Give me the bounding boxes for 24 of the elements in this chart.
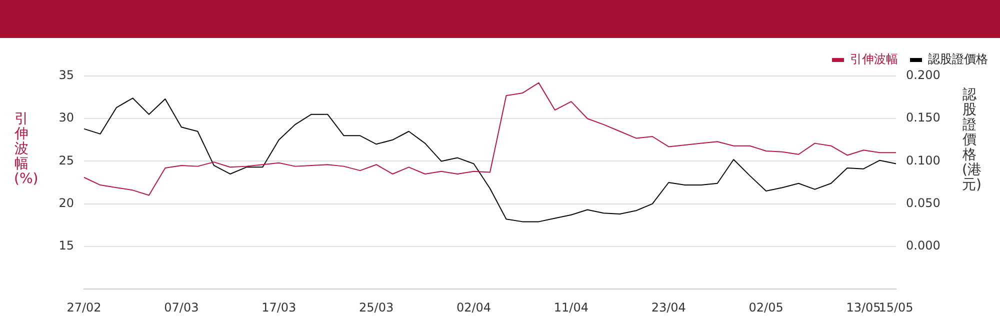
y2-axis-title: 認股證價格(港元) <box>962 87 982 193</box>
y2-tick-label: 0.200 <box>906 68 940 82</box>
x-tick-label: 25/03 <box>359 300 394 314</box>
legend-label: 引伸波幅 <box>850 52 898 66</box>
x-tick-label: 11/04 <box>554 300 588 314</box>
x-tick-label: 02/05 <box>748 300 784 314</box>
y-axis-title: 引伸波幅(%) <box>14 111 38 187</box>
y2-tick-label: 0.050 <box>906 196 940 210</box>
y2-tick-label: 0.000 <box>906 238 940 253</box>
y-tick-label: 30 <box>58 110 74 125</box>
y-tick-label: 15 <box>58 238 74 253</box>
y-tick-label: 25 <box>58 153 74 168</box>
x-tick-label: 15/05 <box>878 300 914 314</box>
x-tick-label: 17/03 <box>262 300 296 314</box>
x-tick-label: 07/03 <box>164 300 199 314</box>
x-tick-label: 13/05 <box>846 300 881 314</box>
x-tick-label: 02/04 <box>456 300 492 314</box>
y2-tick-label: 0.150 <box>906 110 940 125</box>
legend-label: 認股證價格 <box>928 52 988 66</box>
y-tick-label: 35 <box>58 68 74 82</box>
y-tick-label: 20 <box>58 196 74 210</box>
x-tick-label: 23/04 <box>651 300 686 314</box>
y2-tick-label: 0.100 <box>906 153 940 168</box>
x-tick-label: 27/02 <box>66 300 102 314</box>
